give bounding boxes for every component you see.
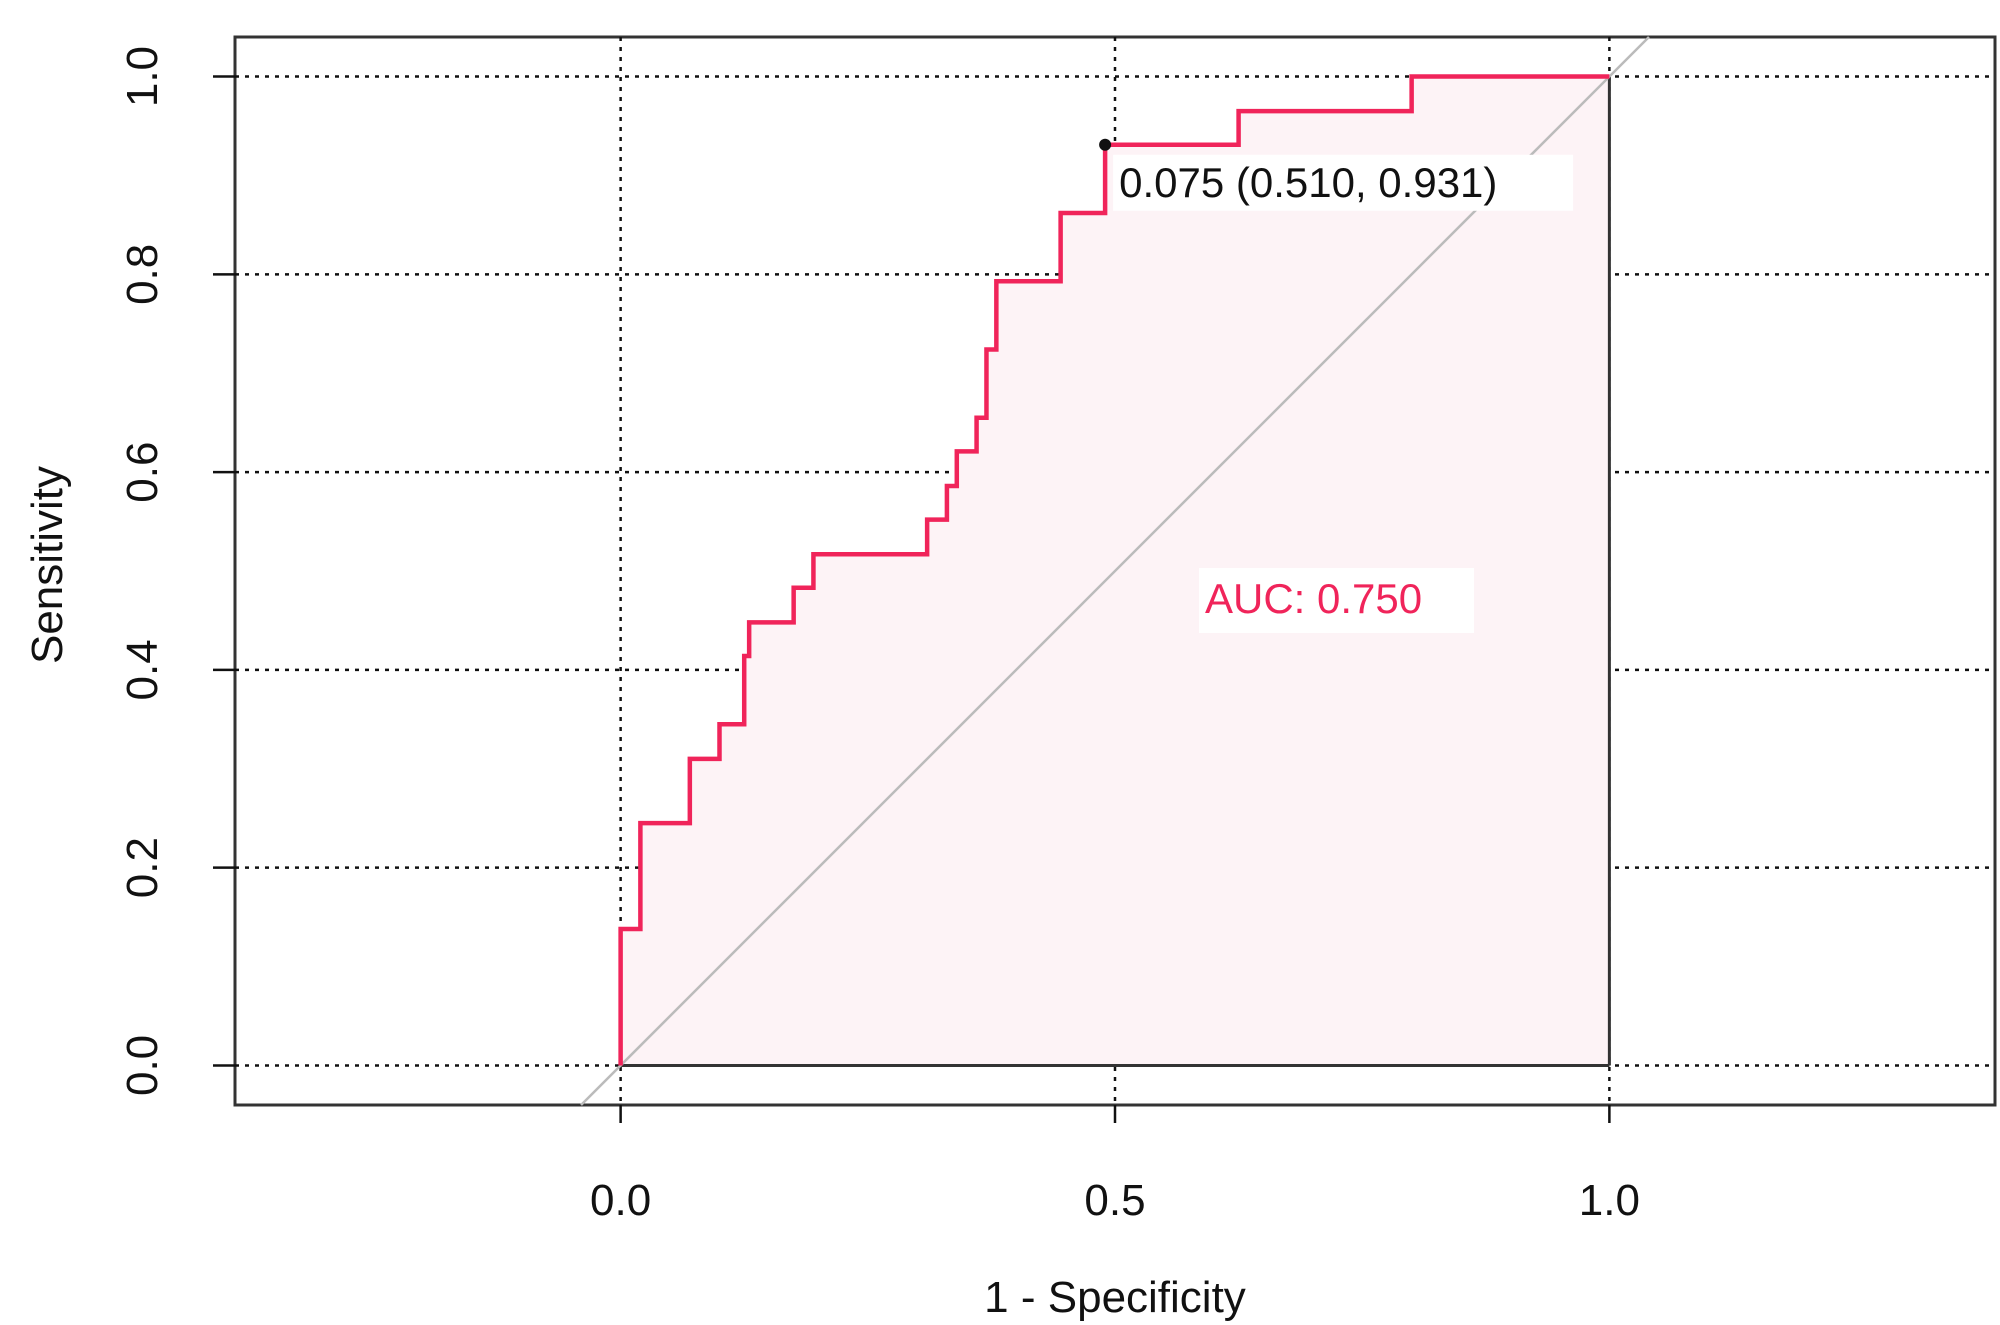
y-axis-ticks: 0.0 0.2 0.4 0.6 0.8 1.0 [118, 46, 235, 1096]
x-axis-ticks: 0.0 0.5 1.0 [590, 1105, 1640, 1225]
best-threshold-point [1099, 138, 1112, 151]
best-threshold-label: 0.075 (0.510, 0.931) [1119, 159, 1497, 206]
roc-curve [618, 74, 1610, 1066]
y-tick-label-1: 0.2 [118, 837, 167, 898]
y-tick-label-0: 0.0 [118, 1035, 167, 1096]
reference-diagonal [580, 36, 1650, 1106]
y-tick-label-2: 0.4 [118, 639, 167, 700]
y-tick-label-5: 1.0 [118, 46, 167, 107]
x-tick-label-1: 0.5 [1084, 1176, 1145, 1225]
auc-label-bg [1199, 568, 1474, 633]
unit-square-outline [620, 76, 1611, 1067]
best-threshold-label-bg [1113, 154, 1574, 211]
y-tick-label-4: 0.8 [118, 244, 167, 305]
x-axis-title: 1 - Specificity [984, 1273, 1246, 1322]
y-tick-label-3: 0.6 [118, 442, 167, 503]
x-tick-label-0: 0.0 [590, 1176, 651, 1225]
y-axis-title: Sensitivity [23, 466, 72, 664]
x-tick-label-2: 1.0 [1579, 1176, 1640, 1225]
auc-label: AUC: 0.750 [1205, 575, 1422, 622]
